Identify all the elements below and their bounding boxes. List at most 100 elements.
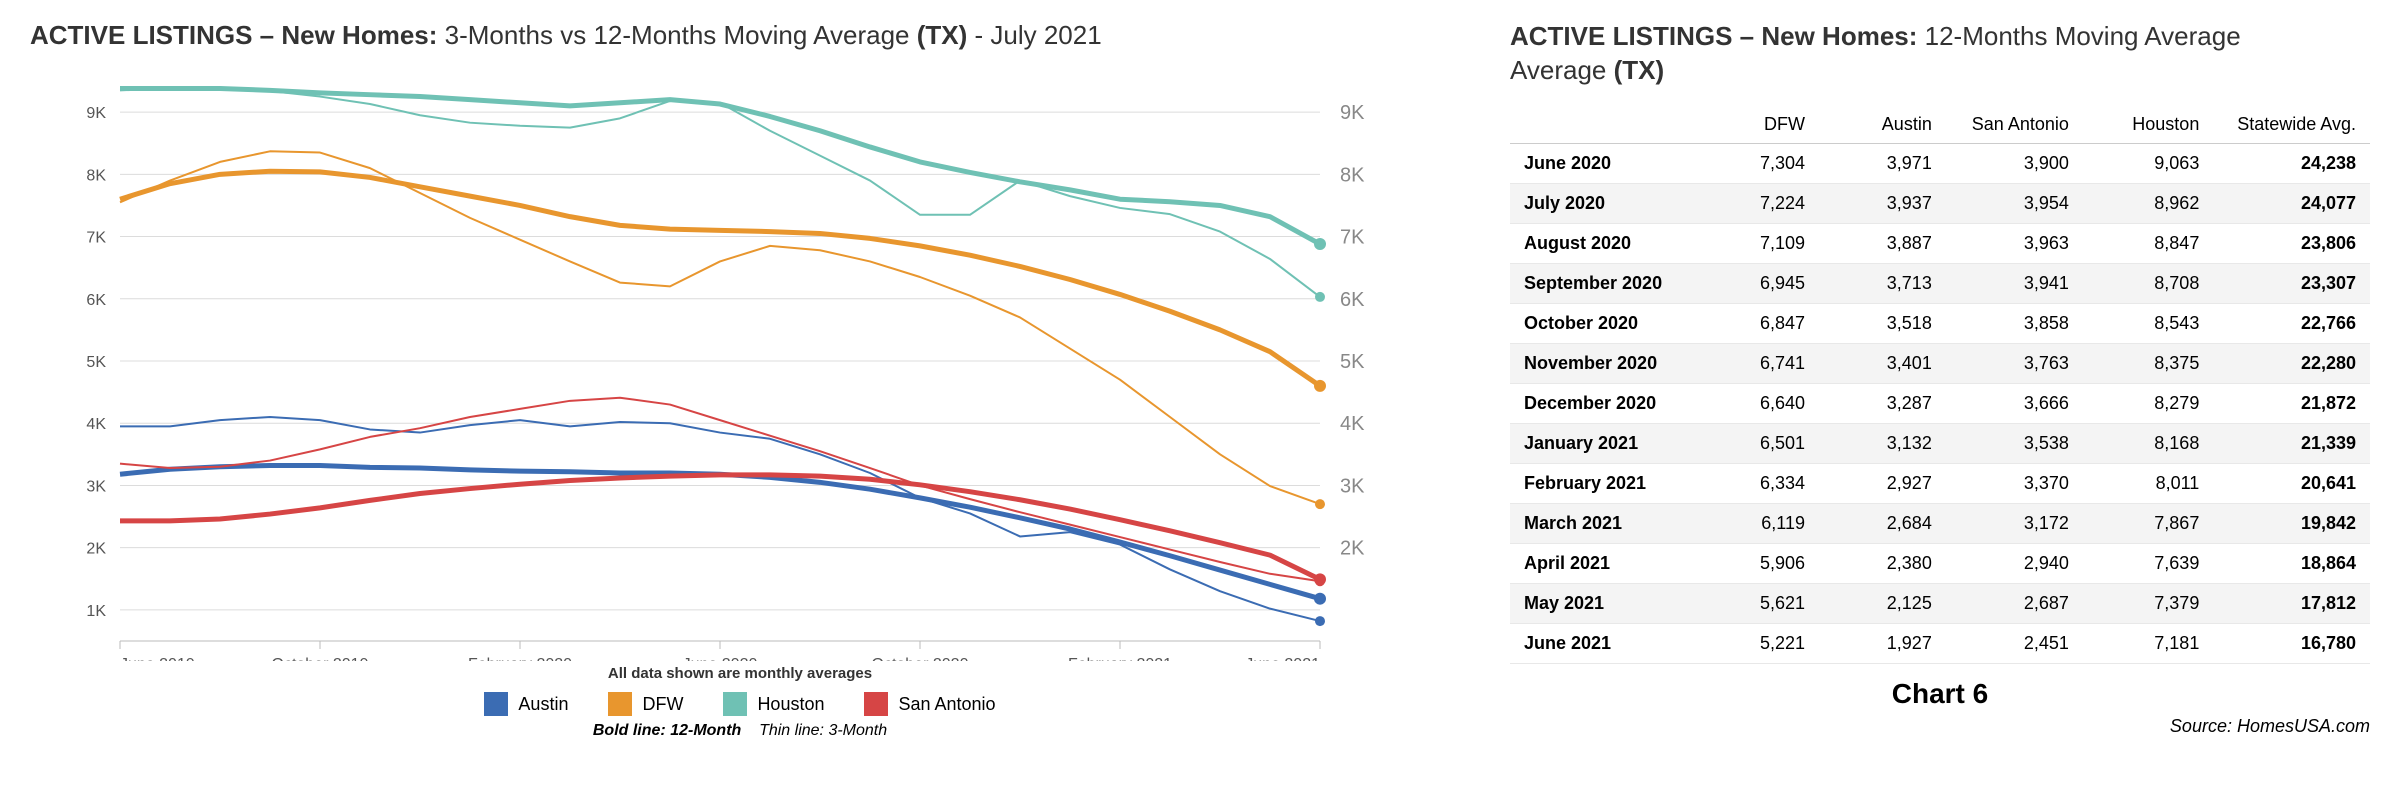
table-cell: 3,713 [1819, 263, 1946, 303]
legend-item: DFW [608, 692, 683, 716]
table-cell: 22,766 [2213, 303, 2370, 343]
table-cell: 7,639 [2083, 543, 2213, 583]
table-cell: 3,666 [1946, 383, 2083, 423]
legend-swatch [723, 692, 747, 716]
table-header-cell: Statewide Avg. [2213, 106, 2370, 144]
svg-text:6K: 6K [86, 292, 106, 309]
table-row: December 20206,6403,2873,6668,27921,872 [1510, 383, 2370, 423]
svg-text:4K: 4K [86, 416, 106, 433]
table-cell: 6,640 [1693, 383, 1819, 423]
chart-title: ACTIVE LISTINGS – New Homes: 3-Months vs… [30, 20, 1450, 51]
chart-legend: Austin DFW Houston San Antonio [30, 692, 1450, 716]
table-cell: 7,224 [1693, 183, 1819, 223]
table-panel: ACTIVE LISTINGS – New Homes: 12-Months M… [1450, 20, 2370, 790]
table-cell: 3,132 [1819, 423, 1946, 463]
table-cell: May 2021 [1510, 583, 1693, 623]
table-cell: October 2020 [1510, 303, 1693, 343]
svg-text:8K: 8K [1340, 164, 1365, 186]
table-row: May 20215,6212,1252,6877,37917,812 [1510, 583, 2370, 623]
table-row: August 20207,1093,8873,9638,84723,806 [1510, 223, 2370, 263]
chart-title-bold: ACTIVE LISTINGS – New Homes: [30, 20, 437, 50]
table-cell: 8,708 [2083, 263, 2213, 303]
svg-text:7K: 7K [86, 230, 106, 247]
table-cell: 23,307 [2213, 263, 2370, 303]
table-cell: 3,941 [1946, 263, 2083, 303]
table-cell: 2,451 [1946, 623, 2083, 663]
legend-item: San Antonio [864, 692, 995, 716]
table-cell: 6,119 [1693, 503, 1819, 543]
legend-item: Austin [484, 692, 568, 716]
svg-text:9K: 9K [86, 105, 106, 122]
legend-note: Bold line: 12-Month Thin line: 3-Month [30, 722, 1450, 740]
table-cell: 2,125 [1819, 583, 1946, 623]
source-attribution: Source: HomesUSA.com [1510, 716, 2370, 737]
table-cell: August 2020 [1510, 223, 1693, 263]
table-cell: 8,375 [2083, 343, 2213, 383]
table-cell: 9,063 [2083, 143, 2213, 183]
table-cell: 3,971 [1819, 143, 1946, 183]
table-cell: January 2021 [1510, 423, 1693, 463]
svg-text:June 2021: June 2021 [1245, 656, 1320, 661]
table-header-cell: Houston [2083, 106, 2213, 144]
table-cell: 3,287 [1819, 383, 1946, 423]
table-header-cell: DFW [1693, 106, 1819, 144]
table-cell: 16,780 [2213, 623, 2370, 663]
svg-text:October 2019: October 2019 [272, 656, 369, 661]
svg-text:1K: 1K [86, 603, 106, 620]
table-row: November 20206,7413,4013,7638,37522,280 [1510, 343, 2370, 383]
table-cell: 3,963 [1946, 223, 2083, 263]
table-cell: 8,543 [2083, 303, 2213, 343]
table-cell: 2,684 [1819, 503, 1946, 543]
table-cell: 7,379 [2083, 583, 2213, 623]
table-cell: 3,401 [1819, 343, 1946, 383]
table-cell: 6,945 [1693, 263, 1819, 303]
legend-label: Austin [518, 694, 568, 715]
table-cell: 8,168 [2083, 423, 2213, 463]
table-cell: November 2020 [1510, 343, 1693, 383]
table-title: ACTIVE LISTINGS – New Homes: 12-Months M… [1510, 20, 2370, 88]
table-cell: 3,954 [1946, 183, 2083, 223]
svg-text:4K: 4K [1340, 413, 1365, 435]
svg-text:June 2020: June 2020 [683, 656, 758, 661]
svg-text:9K: 9K [1340, 102, 1365, 124]
table-cell: 6,334 [1693, 463, 1819, 503]
table-cell: 2,927 [1819, 463, 1946, 503]
table-row: April 20215,9062,3802,9407,63918,864 [1510, 543, 2370, 583]
chart-panel: ACTIVE LISTINGS – New Homes: 3-Months vs… [30, 20, 1450, 790]
svg-text:February 2021: February 2021 [1068, 656, 1172, 661]
table-row: January 20216,5013,1323,5388,16821,339 [1510, 423, 2370, 463]
svg-text:2K: 2K [1340, 538, 1365, 560]
table-cell: 6,847 [1693, 303, 1819, 343]
table-cell: 6,501 [1693, 423, 1819, 463]
table-cell: 3,900 [1946, 143, 2083, 183]
data-table: DFWAustinSan AntonioHoustonStatewide Avg… [1510, 106, 2370, 664]
table-cell: 24,238 [2213, 143, 2370, 183]
table-cell: 3,518 [1819, 303, 1946, 343]
table-row: June 20215,2211,9272,4517,18116,780 [1510, 623, 2370, 663]
table-cell: September 2020 [1510, 263, 1693, 303]
legend-label: DFW [642, 694, 683, 715]
svg-text:2K: 2K [86, 541, 106, 558]
table-cell: 8,279 [2083, 383, 2213, 423]
legend-item: Houston [723, 692, 824, 716]
table-cell: 7,109 [1693, 223, 1819, 263]
table-cell: 5,221 [1693, 623, 1819, 663]
table-row: July 20207,2243,9373,9548,96224,077 [1510, 183, 2370, 223]
svg-text:5K: 5K [1340, 351, 1365, 373]
table-cell: February 2021 [1510, 463, 1693, 503]
svg-text:6K: 6K [1340, 289, 1365, 311]
svg-text:8K: 8K [86, 167, 106, 184]
legend-label: San Antonio [898, 694, 995, 715]
table-cell: 7,304 [1693, 143, 1819, 183]
table-cell: June 2021 [1510, 623, 1693, 663]
table-cell: December 2020 [1510, 383, 1693, 423]
table-cell: 8,011 [2083, 463, 2213, 503]
line-chart: 1K2K3K4K5K6K7K8K9K2K3K4K5K6K7K8K9KJune 2… [30, 61, 1410, 661]
table-cell: 5,621 [1693, 583, 1819, 623]
table-cell: 2,380 [1819, 543, 1946, 583]
svg-text:7K: 7K [1340, 227, 1365, 249]
table-cell: 3,763 [1946, 343, 2083, 383]
svg-text:3K: 3K [1340, 475, 1365, 497]
table-cell: 24,077 [2213, 183, 2370, 223]
table-row: September 20206,9453,7133,9418,70823,307 [1510, 263, 2370, 303]
